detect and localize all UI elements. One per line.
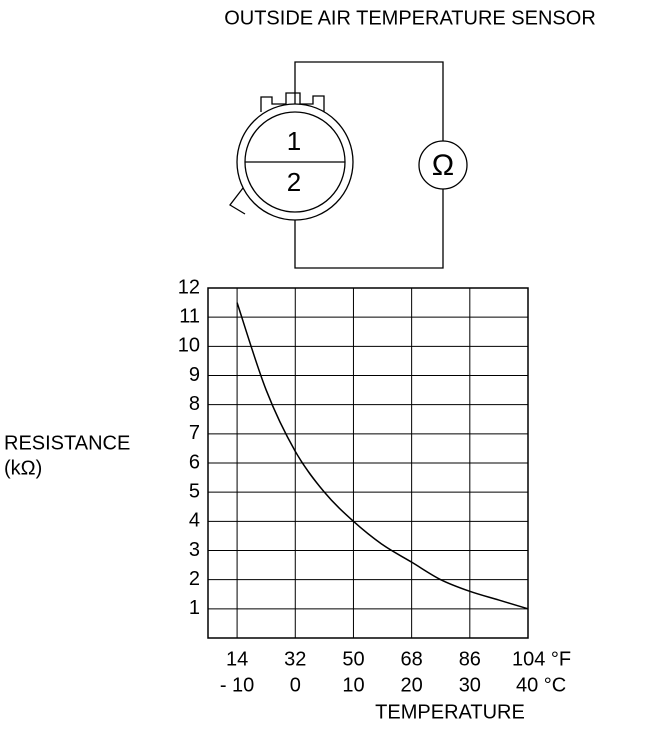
x2-tick-label: 104 °F	[512, 648, 571, 670]
connector-outer	[236, 103, 354, 221]
y-tick-label: 12	[178, 276, 200, 298]
ohmmeter	[418, 140, 468, 190]
y-tick-label: 3	[189, 539, 200, 561]
sensor-diagram: 1 2 Ω	[229, 61, 468, 269]
connector-latch	[229, 187, 246, 215]
x-tick-label: 10	[342, 674, 364, 696]
pin-label: 1	[287, 126, 301, 156]
y-tick-label: 4	[189, 510, 200, 532]
y-tick-label: 5	[189, 480, 200, 502]
x-tick-label: 40 °C	[516, 674, 566, 696]
ohmmeter-symbol: Ω	[432, 149, 454, 182]
y-tick-label: 7	[189, 422, 200, 444]
x2-tick-label: 86	[459, 648, 481, 670]
y-tick-label: 2	[189, 568, 200, 590]
y-axis-label: (kΩ)	[4, 457, 42, 479]
x-tick-label: 0	[290, 674, 301, 696]
y-tick-label: 6	[189, 451, 200, 473]
y-tick-label: 11	[179, 305, 200, 327]
x-tick-label: 30	[459, 674, 481, 696]
x-tick-label: 20	[401, 674, 423, 696]
title: OUTSIDE AIR TEMPERATURE SENSOR	[224, 7, 596, 29]
x2-tick-label: 68	[401, 648, 423, 670]
x2-tick-label: 50	[342, 648, 364, 670]
x-tick-label: - 10	[220, 674, 254, 696]
curve	[236, 302, 529, 610]
x2-tick-label: 32	[284, 648, 306, 670]
connector-tabs	[260, 92, 325, 112]
y-axis-label: RESISTANCE	[4, 432, 130, 454]
y-tick-label: 8	[189, 393, 200, 415]
wire	[294, 61, 444, 269]
pin-label: 2	[287, 167, 301, 197]
x-axis-label: TEMPERATURE	[375, 701, 525, 723]
y-tick-label: 10	[178, 335, 200, 357]
x2-tick-label: 14	[226, 648, 248, 670]
y-tick-label: 1	[189, 597, 200, 619]
y-tick-label: 9	[189, 364, 200, 386]
